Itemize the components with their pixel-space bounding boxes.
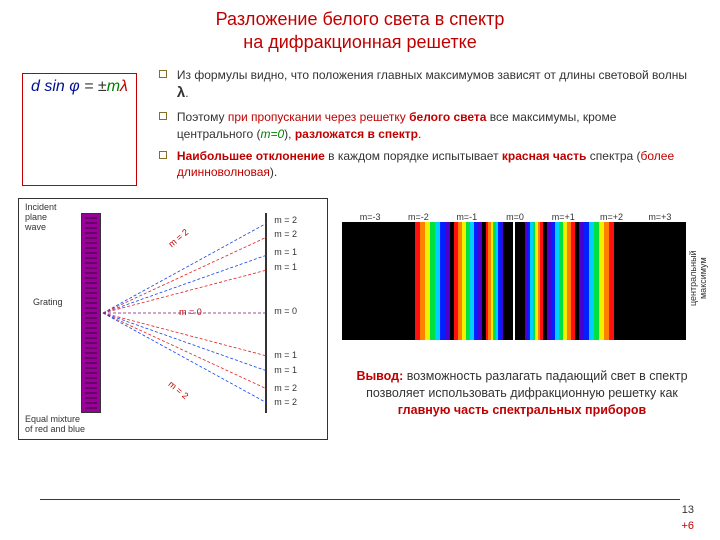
- page-title: Разложение белого света в спектр на дифр…: [0, 0, 720, 53]
- right-column: центральный максимум m=-3m=-2m=-1m=0m=+1…: [342, 198, 702, 440]
- spectrum-figure: центральный максимум m=-3m=-2m=-1m=0m=+1…: [342, 198, 702, 358]
- formula-sin: sin: [44, 78, 69, 95]
- formula-box: d sin φ = ±mλ: [22, 73, 137, 186]
- footer-rule: [40, 499, 680, 500]
- central-max-label: центральный максимум: [688, 198, 702, 358]
- formula-d: d: [31, 78, 44, 95]
- bullet-list: Из формулы видно, что положения главных …: [159, 67, 694, 186]
- spectrum-strip: [342, 222, 686, 340]
- diffraction-diagram: Incident plane wave Grating Equal mixtur…: [18, 198, 328, 440]
- diagrams-row: Incident plane wave Grating Equal mixtur…: [0, 198, 720, 440]
- top-row: d sin φ = ±mλ Из формулы видно, что поло…: [0, 67, 720, 186]
- bullet-marker: [159, 151, 167, 159]
- bullet-marker: [159, 70, 167, 78]
- conclusion-text: Вывод: возможность разлагать падающий св…: [342, 368, 702, 419]
- formula-phi: φ: [69, 78, 79, 95]
- bullet-2: Поэтому при пропускании через решетку бе…: [159, 109, 694, 141]
- plus-six: +6: [681, 520, 694, 532]
- conclusion-lead: Вывод:: [356, 369, 403, 383]
- formula-lambda: λ: [120, 78, 128, 95]
- formula-eq: =: [80, 78, 98, 95]
- bullet-marker: [159, 112, 167, 120]
- order-labels: m=-3m=-2m=-1m=0m=+1m=+2m=+3: [342, 198, 702, 222]
- bullet-3: Наибольшее отклонение в каждом порядке и…: [159, 148, 694, 180]
- formula-m: m: [107, 78, 120, 95]
- formula-pm: ±: [98, 78, 107, 95]
- title-line2: на дифракционная решетке: [0, 31, 720, 54]
- bullet-1: Из формулы видно, что положения главных …: [159, 67, 694, 103]
- page-number: 13: [682, 504, 694, 516]
- title-line1: Разложение белого света в спектр: [0, 8, 720, 31]
